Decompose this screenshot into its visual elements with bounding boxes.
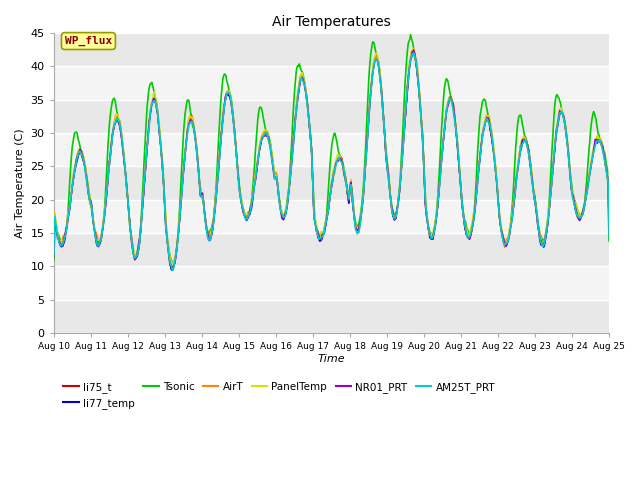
Bar [54,133,609,167]
Bar [54,66,609,100]
Legend: li75_t, li77_temp, Tsonic, AirT, PanelTemp, NR01_PRT, AM25T_PRT: li75_t, li77_temp, Tsonic, AirT, PanelTe… [59,377,499,413]
Text: WP_flux: WP_flux [65,36,112,46]
Bar [54,266,609,300]
Title: Air Temperatures: Air Temperatures [272,15,391,29]
Bar [54,100,609,133]
Bar [54,233,609,266]
Bar [54,200,609,233]
X-axis label: Time: Time [317,354,345,364]
Bar [54,167,609,200]
Y-axis label: Air Temperature (C): Air Temperature (C) [15,128,25,238]
Bar [54,300,609,333]
Bar [54,33,609,66]
